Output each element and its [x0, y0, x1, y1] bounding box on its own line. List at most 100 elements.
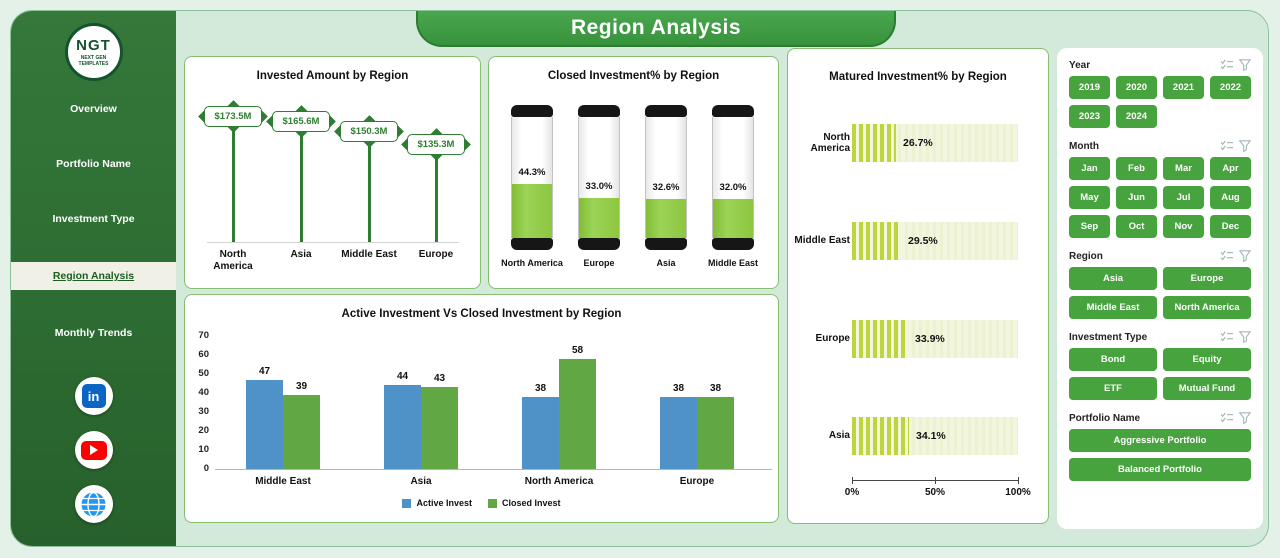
value-label: 58 — [571, 345, 584, 356]
bar-closed-invest — [421, 387, 458, 469]
filter-option-north-america[interactable]: North America — [1163, 296, 1251, 319]
filter-option-aug[interactable]: Aug — [1210, 186, 1251, 209]
category-label: Europe — [679, 476, 715, 487]
filter-option-balanced-portfolio[interactable]: Balanced Portfolio — [1069, 458, 1251, 481]
percent-label: 33.9% — [915, 333, 945, 345]
filter-funnel-icon[interactable] — [1239, 140, 1251, 152]
filter-option-bond[interactable]: Bond — [1069, 348, 1157, 371]
slicer-icons — [1220, 140, 1251, 152]
slicer-title: Investment Type — [1069, 331, 1148, 343]
category-label: Asia — [656, 258, 676, 268]
value-label: $165.6M — [272, 111, 330, 132]
slicer-icons — [1220, 250, 1251, 262]
filter-option-dec[interactable]: Dec — [1210, 215, 1251, 238]
percent-label: 34.1% — [916, 430, 946, 442]
filter-option-aggressive-portfolio[interactable]: Aggressive Portfolio — [1069, 429, 1251, 452]
cylinder-body: 32.0% — [712, 117, 754, 238]
filter-option-2021[interactable]: 2021 — [1163, 76, 1204, 99]
legend: Active Invest Closed Invest — [185, 498, 778, 508]
category-label: North America — [213, 249, 253, 272]
filter-option-equity[interactable]: Equity — [1163, 348, 1251, 371]
globe-icon[interactable] — [74, 485, 113, 523]
filter-option-may[interactable]: May — [1069, 186, 1110, 209]
linkedin-icon[interactable]: in — [74, 377, 113, 415]
legend-item: Active Invest — [402, 498, 472, 508]
value-label: 38 — [534, 383, 547, 394]
multi-select-icon[interactable] — [1220, 250, 1234, 262]
filter-option-2022[interactable]: 2022 — [1210, 76, 1251, 99]
filter-option-jan[interactable]: Jan — [1069, 157, 1110, 180]
social-links: in — [11, 377, 176, 523]
bar-track — [852, 222, 1018, 260]
bar-closed-invest — [283, 395, 320, 469]
filter-funnel-icon[interactable] — [1239, 59, 1251, 71]
filter-option-asia[interactable]: Asia — [1069, 267, 1157, 290]
legend-item: Closed Invest — [488, 498, 561, 508]
slicer-investment-type: Investment Type Bond Equity ETF Mutual Fund — [1069, 331, 1251, 400]
slicer-title: Year — [1069, 59, 1091, 71]
multi-select-icon[interactable] — [1220, 140, 1234, 152]
youtube-icon[interactable] — [74, 431, 113, 469]
bar-fill — [852, 124, 896, 162]
slicer-options: Aggressive Portfolio Balanced Portfolio — [1069, 429, 1251, 481]
y-axis-label: 70 — [198, 330, 209, 341]
filter-option-sep[interactable]: Sep — [1069, 215, 1110, 238]
cylinder-body: 32.6% — [645, 117, 687, 238]
value-label: 44 — [396, 371, 409, 382]
filter-funnel-icon[interactable] — [1239, 250, 1251, 262]
slicer-header: Year — [1069, 59, 1251, 71]
sidebar-item-monthly-trends[interactable]: Monthly Trends — [54, 327, 133, 339]
category-label: Asia — [290, 249, 312, 260]
bar-track — [852, 320, 1018, 358]
multi-select-icon[interactable] — [1220, 59, 1234, 71]
multi-select-icon[interactable] — [1220, 331, 1234, 343]
filter-option-jul[interactable]: Jul — [1163, 186, 1204, 209]
y-axis-label: 50 — [198, 368, 209, 379]
cylinder-fill — [646, 199, 686, 238]
axis-tick-label: 100% — [1005, 487, 1031, 498]
bar-closed-invest — [559, 359, 596, 469]
cylinder-cap-top — [578, 105, 620, 117]
sidebar-item-portfolio-name[interactable]: Portfolio Name — [56, 158, 131, 170]
filter-option-feb[interactable]: Feb — [1116, 157, 1157, 180]
bar-fill — [852, 417, 909, 455]
bar-fill — [852, 222, 901, 260]
filter-option-mutual-fund[interactable]: Mutual Fund — [1163, 377, 1251, 400]
sidebar-item-region-analysis[interactable]: Region Analysis — [11, 262, 176, 290]
filter-option-europe[interactable]: Europe — [1163, 267, 1251, 290]
filter-option-2023[interactable]: 2023 — [1069, 105, 1110, 128]
cylinder-cap-bottom — [712, 238, 754, 250]
slicer-options: Jan Feb Mar Apr May Jun Jul Aug Sep Oct Nov Dec — [1069, 157, 1251, 238]
filter-option-mar[interactable]: Mar — [1163, 157, 1204, 180]
percent-label: 32.0% — [719, 182, 747, 193]
filter-option-jun[interactable]: Jun — [1116, 186, 1157, 209]
value-badge: $165.6M — [266, 105, 336, 138]
filter-option-2024[interactable]: 2024 — [1116, 105, 1157, 128]
horizontal-bar-chart: North America 26.7% Middle East 29.5% Europe… — [788, 49, 1048, 523]
filter-option-etf[interactable]: ETF — [1069, 377, 1157, 400]
multi-select-icon[interactable] — [1220, 412, 1234, 424]
filter-option-2020[interactable]: 2020 — [1116, 76, 1157, 99]
filter-option-oct[interactable]: Oct — [1116, 215, 1157, 238]
slicer-title: Region — [1069, 250, 1103, 262]
filter-option-apr[interactable]: Apr — [1210, 157, 1251, 180]
value-label: 43 — [433, 373, 446, 384]
value-label: 38 — [672, 383, 685, 394]
y-axis-label: 60 — [198, 349, 209, 360]
lollipop-stem — [367, 142, 371, 242]
filter-option-2019[interactable]: 2019 — [1069, 76, 1110, 99]
slicer-portfolio-name: Portfolio Name Aggressive Portfolio Balanc… — [1069, 412, 1251, 481]
bar-active-invest — [522, 397, 559, 469]
filter-funnel-icon[interactable] — [1239, 412, 1251, 424]
filter-funnel-icon[interactable] — [1239, 331, 1251, 343]
sidebar-item-overview[interactable]: Overview — [70, 103, 117, 115]
page-header: Region Analysis — [416, 11, 896, 47]
filter-option-middle-east[interactable]: Middle East — [1069, 296, 1157, 319]
grouped-bar-chart: 0 10 20 30 40 50 60 70 47 39 Middle East 44 43 Asia 38… — [185, 295, 778, 522]
legend-label: Active Invest — [416, 498, 472, 508]
category-label: Europe — [815, 333, 850, 345]
percent-label: 33.0% — [585, 181, 613, 192]
filter-option-nov[interactable]: Nov — [1163, 215, 1204, 238]
panel-active-vs-closed: Active Investment Vs Closed Investment b… — [184, 294, 779, 523]
sidebar-item-investment-type[interactable]: Investment Type — [52, 213, 135, 225]
